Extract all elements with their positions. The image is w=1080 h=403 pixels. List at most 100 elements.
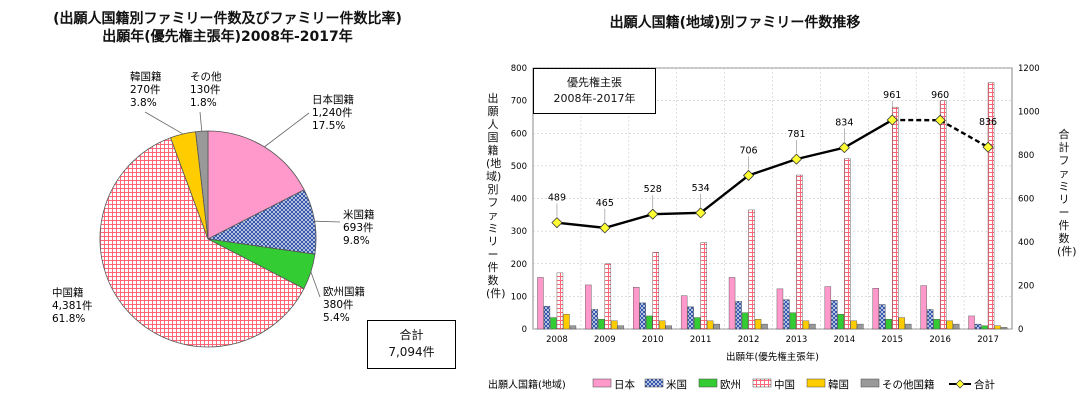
bar-usa-2016 (926, 309, 934, 330)
pie-label-name: 米国籍 (343, 208, 375, 221)
total-marker-2014 (838, 142, 850, 154)
total-data-label: 489 (548, 193, 566, 204)
total-data-label: 836 (979, 117, 997, 128)
legend-swatch-japan (592, 378, 612, 388)
y-axis-right-label: 合計ファミリー件数(件) (1057, 128, 1077, 258)
pie-slice-china (99, 137, 305, 348)
total-marker-2009 (599, 222, 611, 234)
leader-line (264, 112, 310, 148)
priority-label: 優先権主張 (567, 76, 622, 89)
bar-china-2009 (604, 263, 612, 330)
bar-europe-2008 (550, 317, 557, 330)
y-tick-label: 0 (522, 325, 527, 335)
pie-label-percent: 1.8% (190, 97, 217, 109)
x-tick-label: 2016 (929, 335, 951, 345)
bar-europe-2009 (598, 319, 605, 330)
bar-other-2010 (665, 325, 672, 330)
bar-japan-2009 (585, 284, 592, 330)
total-line-solid (556, 118, 893, 230)
bar-china-2013 (796, 174, 803, 330)
legend-label-usa: 米国 (666, 378, 687, 391)
bar-japan-2014 (824, 286, 832, 330)
bar-korea-2011 (706, 320, 714, 330)
x-tick-label: 2015 (881, 335, 903, 345)
legend-swatch-korea (806, 378, 826, 388)
total-box: 合計 7,094件 (367, 320, 456, 369)
pie-title-line2: 出願年(優先権主張年)2008年-2017年 (102, 29, 353, 45)
y-tick-label: 700 (511, 97, 527, 107)
total-value: 7,094件 (388, 345, 435, 359)
y-tick-label: 400 (511, 195, 527, 205)
legend-label-total: 合計 (974, 378, 995, 391)
bar-other-2009 (617, 325, 625, 330)
bar-china-2015 (892, 106, 899, 330)
bar-usa-2012 (735, 301, 742, 330)
total-marker-2017 (982, 141, 994, 153)
pie-label-name: 日本国籍 (312, 93, 354, 106)
legend-swatch-europe (698, 378, 718, 388)
leader-line (199, 111, 203, 132)
y2-tick-label: 800 (1018, 151, 1034, 161)
y2-tick-label: 600 (1018, 195, 1034, 205)
bar-china-2012 (748, 209, 755, 330)
bar-japan-2017 (968, 315, 975, 330)
y-tick-label: 600 (511, 129, 527, 139)
bar-europe-2017 (981, 325, 988, 330)
legend-label-china: 中国 (774, 378, 795, 391)
bar-usa-2015 (879, 304, 886, 330)
bar-other-2013 (809, 323, 816, 330)
total-label: 合計 (399, 328, 424, 342)
y2-tick-label: 1200 (1018, 64, 1040, 74)
bar-korea-2014 (850, 320, 858, 330)
bar-other-2016 (952, 323, 960, 330)
bar-other-2011 (713, 323, 720, 330)
pie-label-name: 欧州国籍 (323, 285, 365, 298)
pie-label-name: 中国籍 (52, 286, 84, 299)
bar-china-2008 (556, 272, 564, 330)
bar-usa-2008 (543, 305, 551, 330)
total-data-label: 960 (931, 90, 949, 101)
bar-korea-2015 (898, 317, 905, 330)
total-marker-2010 (647, 208, 659, 220)
legend-swatch-usa (644, 378, 664, 388)
pie-label-name: その他 (190, 70, 222, 83)
bar-europe-2015 (885, 319, 892, 330)
bar-europe-2011 (693, 317, 701, 330)
y-axis-left-label: 出願人国籍(地域)別ファミリー件数(件) (486, 92, 506, 300)
pie-label-percent: 61.8% (52, 313, 85, 325)
bar-europe-2012 (741, 312, 749, 330)
y-tick-label: 300 (511, 227, 527, 237)
pie-label-percent: 17.5% (312, 120, 345, 132)
bar-europe-2016 (933, 319, 940, 330)
leader-line (310, 271, 321, 298)
y-tick-label: 100 (511, 292, 527, 302)
x-tick-label: 2013 (786, 335, 808, 345)
pie-title-line1: (出願人国籍別ファミリー件数及びファミリー件数比率) (53, 11, 402, 27)
bar-japan-2008 (537, 277, 544, 330)
y-tick-label: 800 (511, 64, 527, 74)
x-tick-label: 2011 (690, 335, 712, 345)
legend-title: 出願人国籍(地域) (488, 378, 566, 391)
bar-korea-2012 (754, 319, 762, 330)
bar-japan-2011 (680, 295, 688, 330)
bar-europe-2013 (789, 312, 797, 330)
y-tick-label: 200 (511, 260, 527, 270)
x-axis-label: 出願年(優先権主張年) (726, 351, 819, 363)
total-marker-2016 (934, 114, 946, 126)
bar-chart-title: 出願人国籍(地域)別ファミリー件数推移 (609, 15, 861, 31)
legend-label-japan: 日本 (614, 378, 635, 391)
legend-label-korea: 韓国 (828, 379, 849, 391)
y2-tick-label: 1000 (1018, 108, 1040, 118)
y2-tick-label: 0 (1018, 325, 1023, 335)
leader-line (144, 111, 184, 135)
total-data-label: 961 (883, 90, 901, 101)
bar-japan-2010 (633, 287, 640, 330)
pie-label-percent: 3.8% (130, 97, 157, 109)
bar-korea-2013 (802, 320, 810, 330)
bar-korea-2010 (659, 320, 666, 330)
